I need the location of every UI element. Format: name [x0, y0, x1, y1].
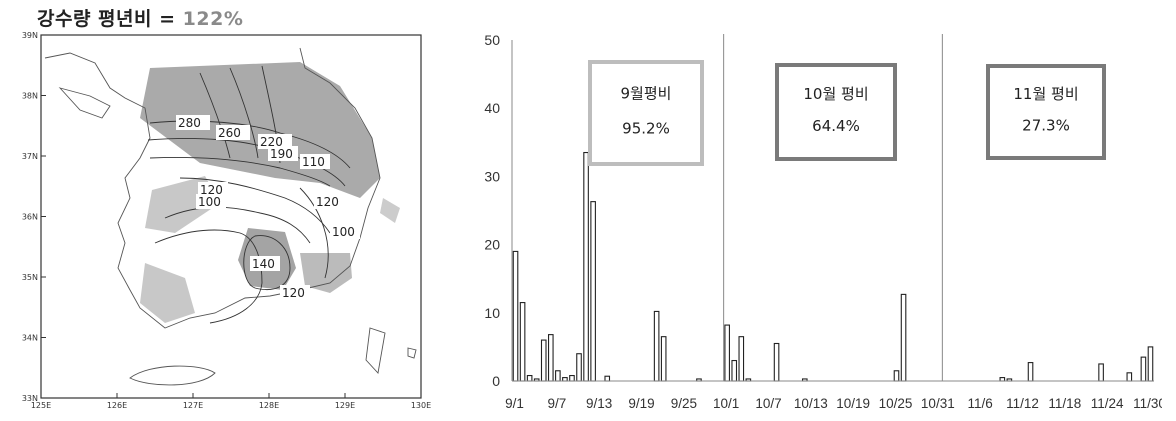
contour-label: 100 [332, 225, 355, 239]
bar [738, 336, 745, 382]
monthly-ratio-annotations: 9월평비 95.2% 10월 평비 64.4% 11월 평비 27.3% [588, 60, 1106, 166]
bar [731, 359, 738, 382]
x-axis: 9/1 9/7 9/13 9/19 9/25 10/1 10/7 10/13 10/19 10/2… [505, 380, 1162, 411]
x-tick-label: 10/1 [713, 396, 739, 411]
bar [1098, 363, 1104, 382]
annotation-box [775, 63, 897, 161]
contour-label: 110 [302, 155, 325, 169]
contour-label: 190 [270, 147, 293, 161]
contour-label: 120 [316, 195, 339, 209]
x-tick-label: 10/13 [794, 396, 828, 411]
map-contour-labels: 280 260 220 190 110 120 100 120 100 140 … [176, 115, 360, 300]
annotation-ratio-value: 27.3% [1022, 116, 1070, 134]
x-tick-label: 9/7 [547, 396, 566, 411]
map-title-prefix: 강수량 평년비 = [37, 8, 183, 30]
lat-tick-label: 39N [22, 31, 38, 40]
annotation-ratio-value: 64.4% [812, 117, 860, 135]
bar [724, 324, 730, 382]
precipitation-ratio-map: 280 260 220 190 110 120 100 120 100 140 … [22, 31, 431, 410]
annotation-box [986, 64, 1106, 160]
lat-tick-label: 35N [22, 273, 38, 282]
map-coastline [44, 47, 417, 386]
month-dividers [723, 34, 943, 381]
y-axis: 0 10 20 30 40 50 [484, 32, 513, 389]
bar [900, 293, 907, 382]
x-tick-label: 9/13 [586, 396, 612, 411]
x-tick-label: 11/18 [1048, 396, 1081, 411]
map-title-value: 122% [182, 8, 244, 30]
annotation-month-label: 10월 평비 [803, 85, 868, 103]
annotation-month-label: 9월평비 [621, 85, 672, 103]
bar [583, 151, 589, 382]
bar [1147, 346, 1154, 382]
contour-label: 120 [282, 286, 305, 300]
contour-label: 280 [178, 116, 201, 130]
bar [547, 334, 554, 382]
lat-tick-label: 33N [22, 394, 38, 403]
lat-tick-label: 38N [22, 92, 38, 101]
bar [653, 310, 660, 382]
bar [604, 375, 611, 382]
y-tick-label: 50 [484, 32, 500, 48]
x-tick-label: 11/30 [1133, 396, 1162, 411]
y-tick-label: 0 [492, 373, 500, 389]
bar [512, 250, 519, 382]
bar [555, 370, 561, 382]
bar [773, 342, 780, 382]
bar [519, 302, 526, 382]
bar [540, 339, 547, 382]
lon-tick-label: 128E [259, 401, 279, 410]
annotation-month-label: 11월 평비 [1013, 85, 1078, 103]
bar [569, 374, 575, 382]
lon-tick-label: 129E [335, 401, 355, 410]
map-title: 강수량 평년비 = 122% [37, 4, 243, 31]
x-tick-label: 11/12 [1006, 396, 1039, 411]
y-tick-label: 20 [484, 237, 500, 253]
annotation-box [588, 60, 704, 166]
x-tick-label: 9/1 [505, 396, 524, 411]
map-axes: 33N 34N 35N 36N 37N 38N 39N 125E 126E 127E 128E 129… [22, 31, 431, 410]
contour-label: 100 [198, 195, 221, 209]
bar [590, 201, 596, 382]
x-tick-label: 10/25 [879, 396, 913, 411]
contour-label: 220 [260, 135, 283, 149]
bar [893, 370, 900, 382]
bar [660, 336, 667, 382]
lat-tick-label: 37N [22, 152, 38, 161]
lon-tick-label: 130E [411, 401, 431, 410]
contour-label: 140 [252, 257, 275, 271]
x-tick-label: 10/7 [755, 396, 781, 411]
x-tick-label: 10/31 [921, 396, 955, 411]
x-tick-label: 11/24 [1091, 396, 1124, 411]
bar [562, 377, 568, 382]
annotation-ratio-value: 95.2% [622, 119, 670, 137]
bar [1140, 356, 1147, 382]
bar [526, 374, 533, 382]
contour-label: 120 [200, 183, 223, 197]
lon-tick-label: 126E [107, 401, 127, 410]
bar [1027, 362, 1034, 382]
bar [999, 377, 1006, 382]
bar-series [512, 151, 1154, 382]
x-tick-label: 9/19 [628, 396, 654, 411]
bar [1126, 372, 1133, 382]
x-tick-label: 9/25 [671, 396, 697, 411]
bar [576, 353, 582, 382]
lon-tick-label: 125E [31, 401, 51, 410]
y-tick-label: 10 [484, 305, 500, 321]
contour-label: 260 [218, 126, 241, 140]
x-tick-label: 10/19 [836, 396, 870, 411]
lat-tick-label: 34N [22, 334, 38, 343]
lon-tick-label: 127E [183, 401, 203, 410]
daily-precipitation-bar-chart: 0 10 20 30 40 50 9/1 9/7 9/13 9/19 9/25 10/1 10/7 10… [484, 32, 1162, 411]
y-tick-label: 40 [484, 100, 500, 116]
x-tick-label: 11/6 [968, 396, 993, 411]
y-tick-label: 30 [484, 168, 500, 184]
lat-tick-label: 36N [22, 213, 38, 222]
